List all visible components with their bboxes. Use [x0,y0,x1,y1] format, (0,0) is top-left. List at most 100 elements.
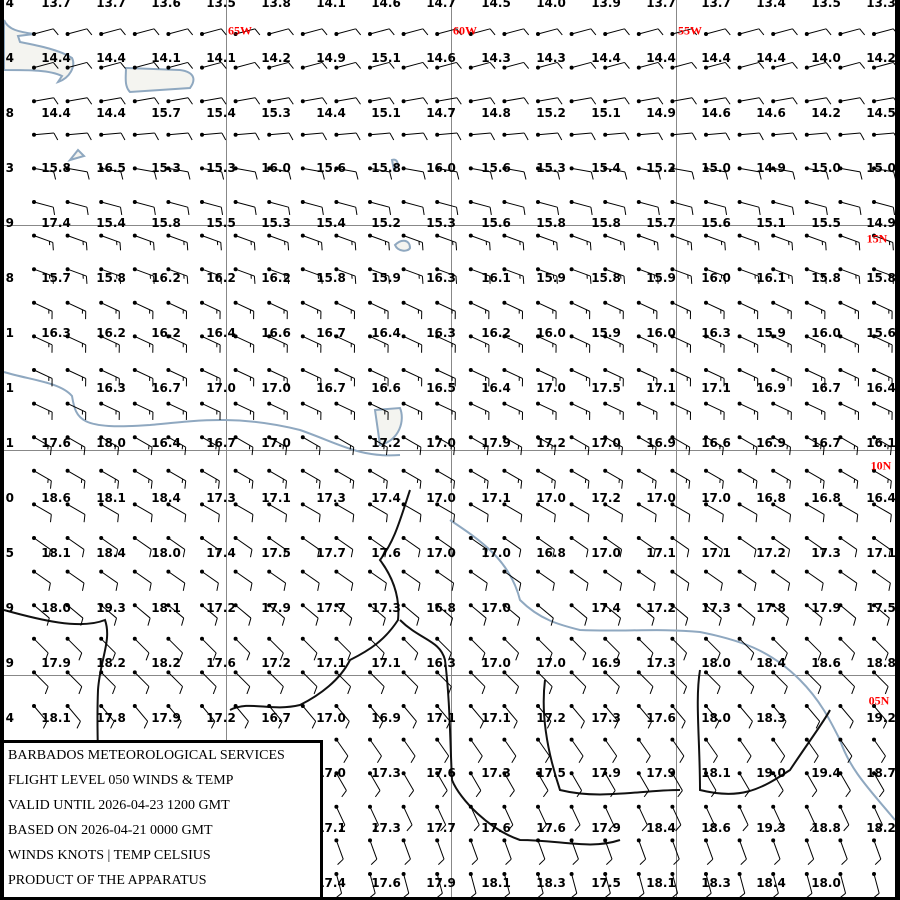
wind-barb [704,569,723,591]
barb-feather [858,242,861,251]
barb-feather [753,549,757,558]
temp-value: 17.1 [371,656,401,670]
temp-value: 17.0 [426,546,456,560]
wind-barb [502,132,529,141]
wind-barb [771,132,798,141]
barb-feather [888,549,891,558]
barb-shaft [33,672,49,687]
wind-barb [267,334,288,353]
temp-value: 16.9 [756,436,786,450]
barb-feather [606,858,613,866]
border-venezuela-guyana [229,489,411,711]
wind-barb [233,132,260,141]
barb-shaft [772,369,792,379]
wind-barb [872,670,889,695]
barb-shaft [638,873,645,894]
barb-shaft [168,537,186,550]
temp-value: 17.6 [371,876,401,890]
wind-barb [771,368,792,387]
wind-barb [603,569,623,591]
wind-barb [132,670,150,695]
barb-feather [384,549,387,558]
barb-shaft [436,840,445,860]
barb-feather [471,858,478,866]
temp-value: 14.1 [316,0,346,10]
wind-barb [536,28,563,36]
border-guyana-suriname [542,679,681,796]
wind-barb [737,435,758,456]
temp-value: 18.4 [151,491,181,505]
wind-barb [804,28,832,36]
temp-value: 17.5 [536,766,566,780]
barb-shaft [504,503,522,515]
wind-barb [603,368,624,387]
coast-venezuela [3,371,401,457]
barb-shaft [840,705,854,722]
wind-barb [233,200,257,216]
temp-value: 16.3 [41,326,71,340]
barb-feather [421,276,424,284]
temp-value: 17.3 [371,766,401,780]
wind-barb [132,468,153,489]
temp-value: 19.4 [811,766,841,780]
barb-shaft [873,571,891,584]
wind-barb [401,468,422,489]
barb-feather [590,207,593,216]
wind-barb [233,603,252,626]
wind-barb [200,267,222,284]
barb-shaft [638,503,657,515]
barb-shaft [100,638,116,654]
wind-barb [536,569,555,591]
barb-feather [725,171,729,180]
barb-shaft [571,571,589,584]
barb-shaft [739,132,760,136]
barb-feather [826,97,832,105]
wind-barb [468,872,477,899]
wind-barb [132,267,155,284]
temp-value: 14.3 [481,51,511,65]
barb-shaft [268,571,286,584]
wind-barb [838,502,859,523]
barb-feather [490,171,493,180]
temp-value: 14.4 [41,106,71,120]
wind-barb [838,300,860,320]
barb-feather [585,582,589,591]
wind-barb [468,300,490,320]
barb-shaft [134,61,155,69]
wind-barb [32,536,51,558]
barb-shaft [437,201,457,208]
barb-shaft [672,672,687,687]
barb-shaft [873,302,893,312]
barb-shaft [235,201,256,208]
barb-shaft [336,638,351,654]
barb-shaft [840,97,861,102]
barb-shaft [302,302,322,312]
wind-barb [737,569,757,591]
barb-shaft [269,167,289,173]
barb-shaft [638,672,654,687]
barb-feather [878,790,885,798]
barb-shaft [369,302,389,312]
barb-feather [355,28,362,36]
temp-value: 14.4 [701,51,731,65]
wind-barb [200,468,220,489]
barb-feather [149,549,152,558]
barb-shaft [571,470,590,482]
barb-shaft [571,672,587,687]
barb-shaft [840,604,857,619]
wind-barb [65,368,87,387]
wind-barb [99,334,120,353]
barb-shaft [638,403,658,413]
barb-shaft [873,840,882,860]
temp-value: 17.5 [261,546,291,560]
wind-barb [334,636,352,661]
wind-barb [536,267,558,284]
temp-value: 17.9 [591,821,621,835]
barb-feather [221,171,225,180]
barb-shaft [67,132,88,136]
wind-barb [771,536,791,558]
wind-barb [368,200,392,216]
wind-barb [300,300,322,320]
barb-feather [679,755,685,763]
wind-barb [132,603,151,626]
